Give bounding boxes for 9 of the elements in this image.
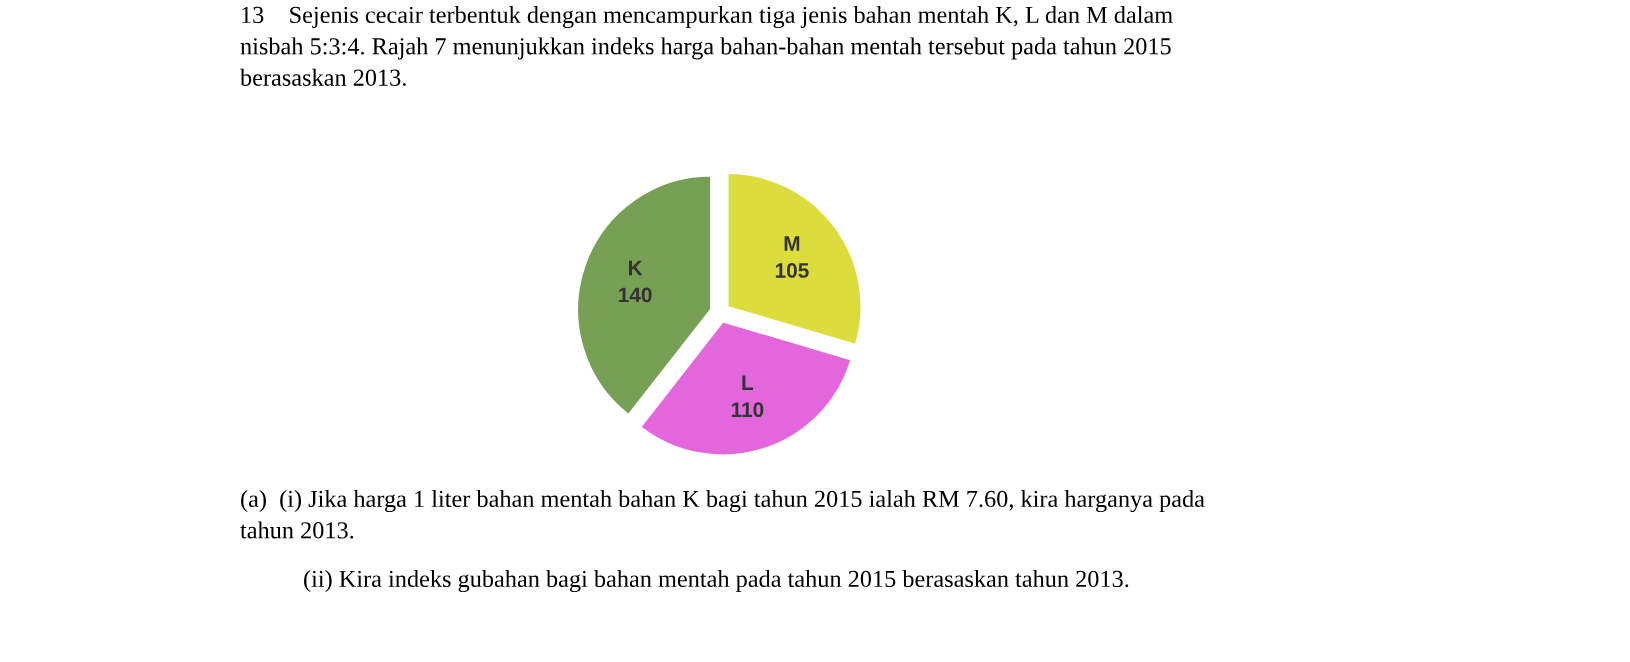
text: (ii) Kira indeks gubahan bagi bahan mentah pada tahun 2015 berasaskan tahun 2013.	[304, 570, 1129, 593]
slice-label: K	[628, 260, 643, 276]
data-label: 110	[731, 402, 764, 418]
text: (a) (i) Jika harga 1 liter bahan mentah bahan K bagi tahun 2015 ialah RM 7.60, kira harganya pada tahun 2013.	[240, 490, 1205, 539]
chart-title: 13 Sejenis cecair terbentuk dengan mencampurkan tiga jenis bahan mentah K, L dan M dalam nisbah 5:3:4. Rajah 7 menunjukkan indeks harga bahan-bahan mentah tersebut pada tahun 2015 berasaskan 2013.	[240, 6, 1173, 86]
data-label: 140	[619, 287, 652, 303]
data-label: 105	[775, 263, 809, 278]
slice-label: M	[784, 236, 800, 251]
slice-label: L	[742, 375, 754, 390]
